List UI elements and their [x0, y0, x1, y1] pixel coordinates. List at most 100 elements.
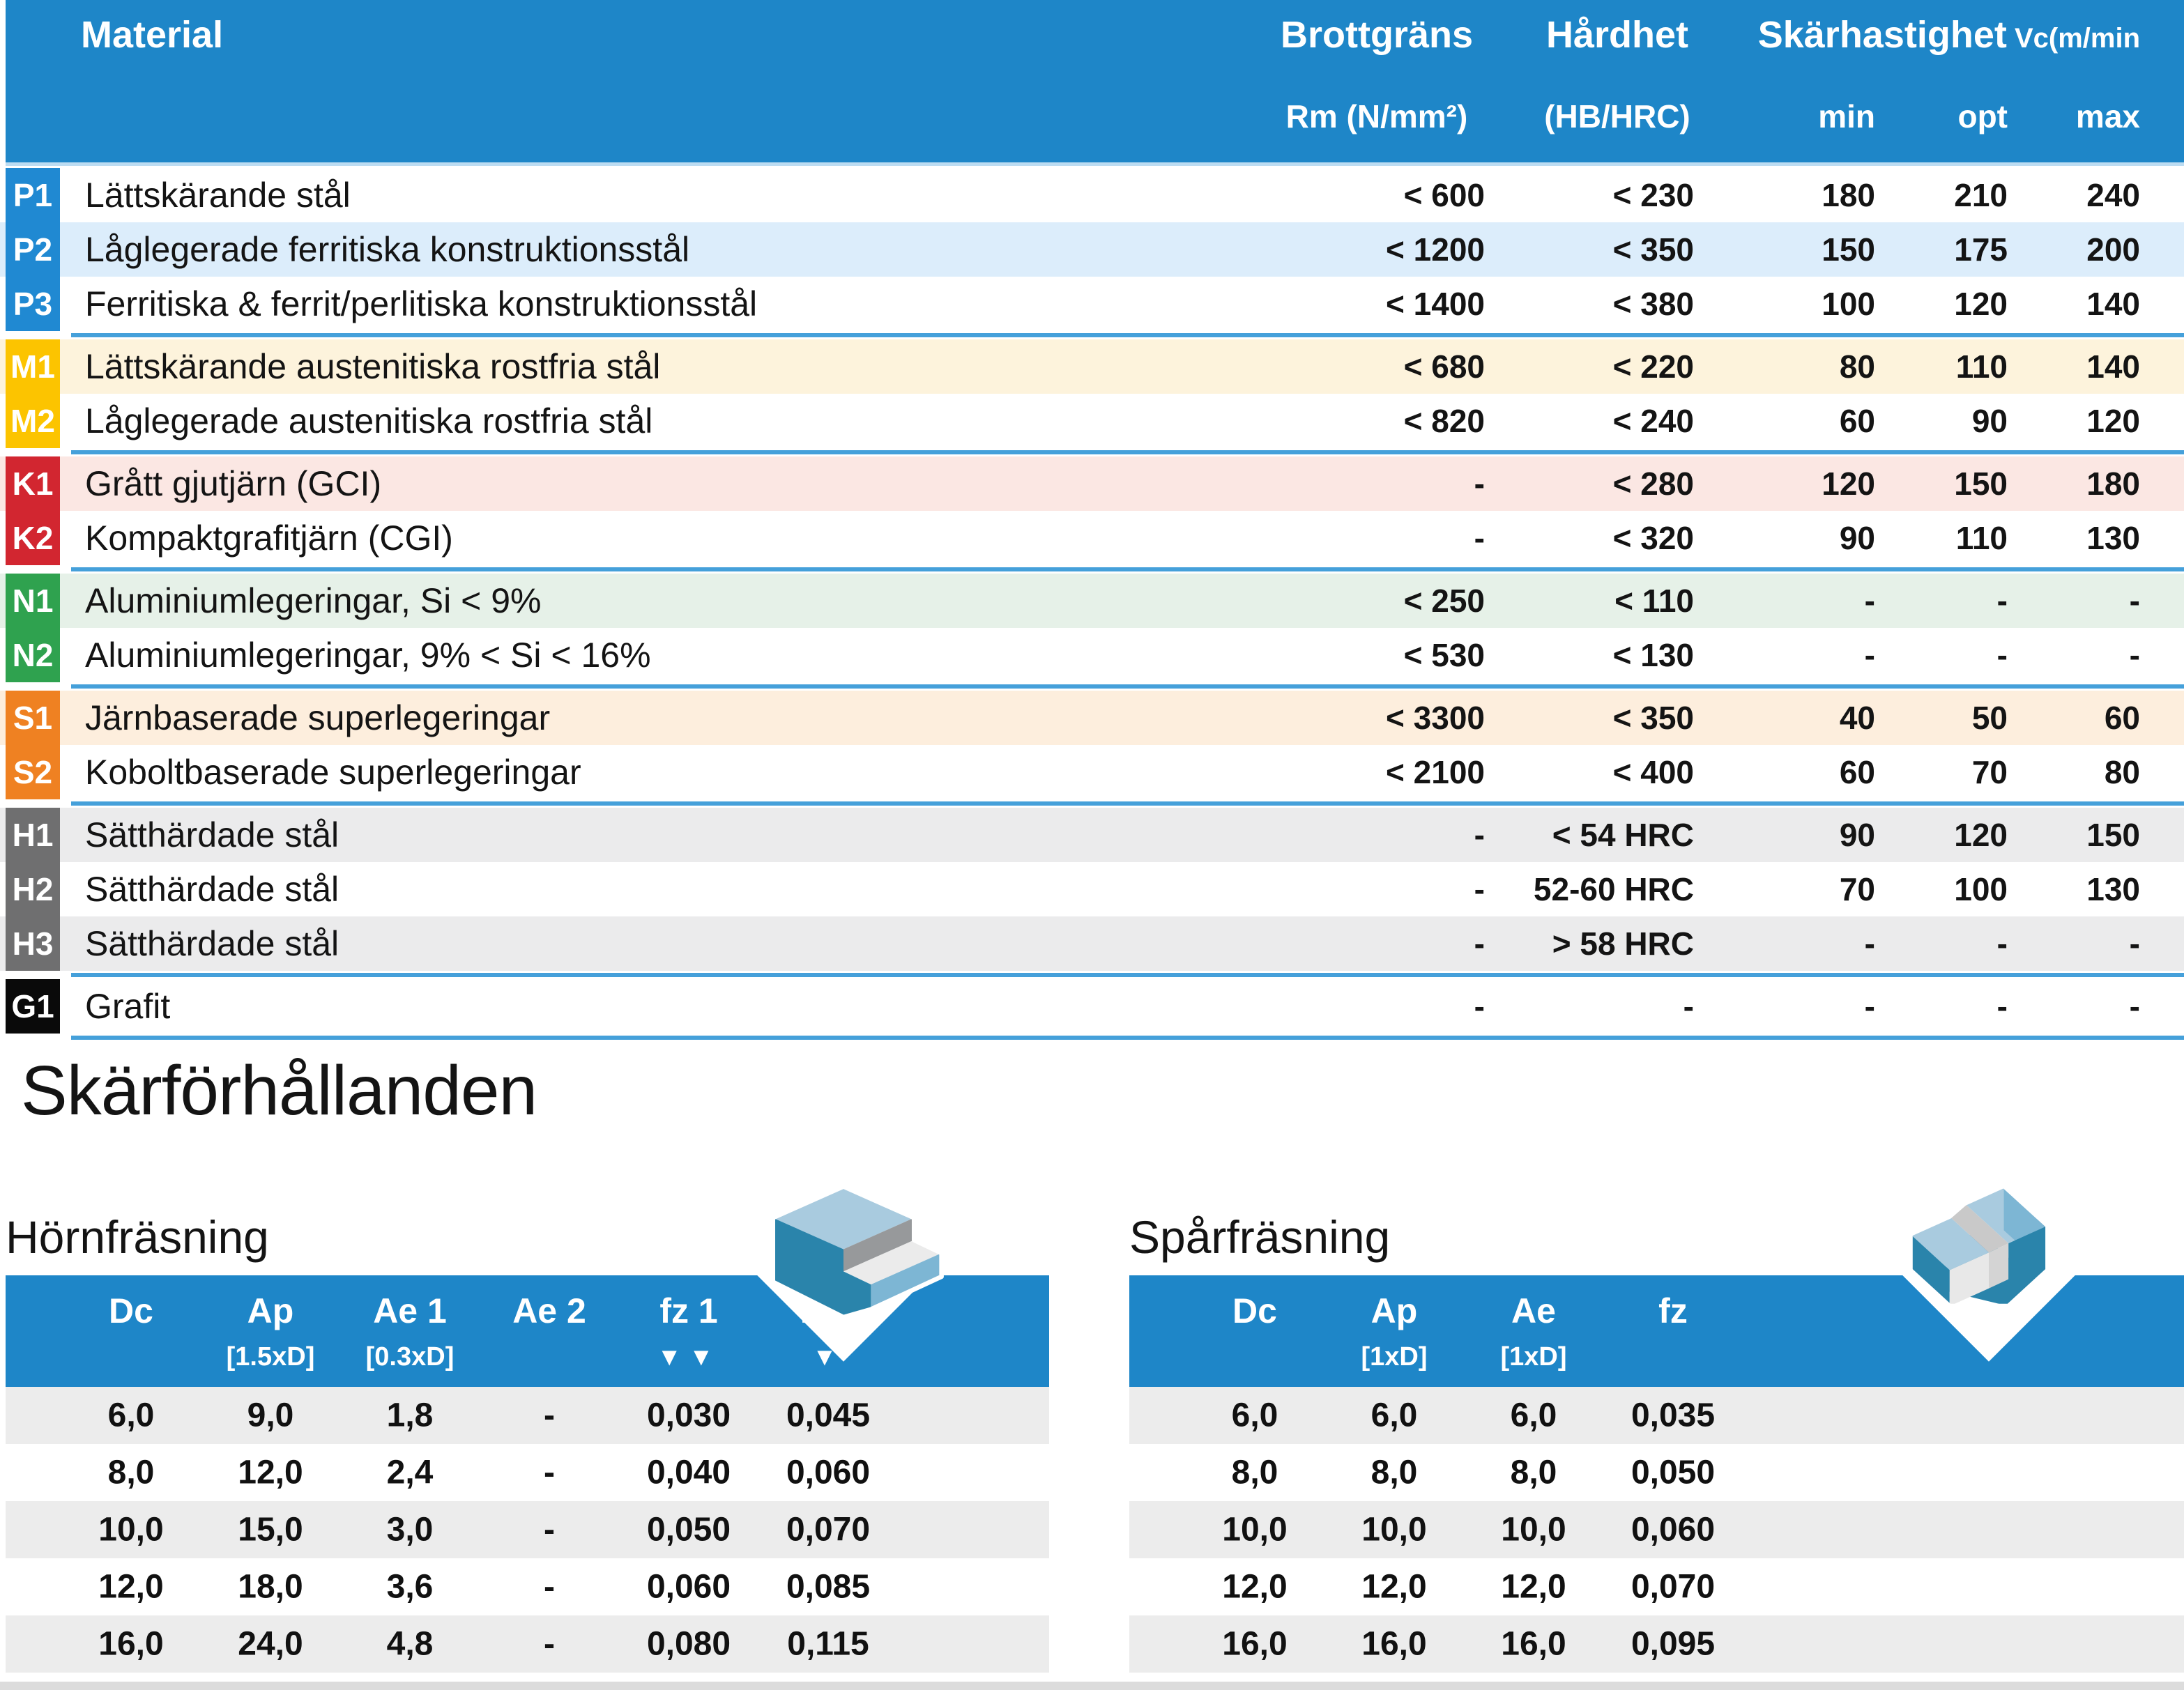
corner-milling-table: Hörnfräsning Dc Ap Ae 1 Ae 2 fz 1 fz 2 [… [6, 1172, 1049, 1673]
cell-vc-opt: - [1996, 988, 2008, 1024]
cell-ae2: - [544, 1568, 555, 1606]
material-name: Järnbaserade superlegeringar [85, 698, 551, 737]
material-table-row: M2 Låglegerade austenitiska rostfria stå… [0, 394, 2184, 454]
material-table-row: S1 Järnbaserade superlegeringar < 3300 <… [0, 691, 2184, 745]
cell-vc-opt: 175 [1954, 231, 2008, 268]
corner-milling-row: 10,0 15,0 3,0 - 0,050 0,070 [6, 1501, 1049, 1558]
column-header-hardhet: Hårdhet [1545, 14, 1689, 56]
column-header-brottgrans: Brottgräns [1280, 14, 1473, 56]
material-table-row: K1 Grått gjutjärn (GCI) - < 280 120 150 … [0, 456, 2184, 511]
material-table-row: G1 Grafit - - - - - [0, 979, 2184, 1040]
material-name: Sätthärdade stål [85, 815, 339, 854]
material-group-badge: M2 [0, 394, 70, 448]
cell-fz2: 0,085 [786, 1568, 871, 1606]
cell-ae: 10,0 [1501, 1511, 1566, 1549]
cell-dc: 8,0 [1231, 1454, 1278, 1491]
cell-vc-opt: 100 [1954, 871, 2008, 907]
column-header-material: Material [81, 14, 224, 56]
cell-vc-min: - [1864, 583, 1875, 619]
cell-brottgrans: < 3300 [1386, 700, 1485, 736]
cell-vc-max: - [2129, 988, 2140, 1024]
material-name: Kompaktgrafitjärn (CGI) [85, 518, 453, 558]
cell-hardhet: < 110 [1614, 583, 1694, 619]
material-name: Aluminiumlegeringar, 9% < Si < 16% [85, 636, 651, 675]
slot-milling-row: 10,0 10,0 10,0 0,060 [1129, 1501, 2184, 1558]
cell-vc-max: 60 [2104, 700, 2140, 736]
cell-vc-opt: - [1996, 925, 2008, 962]
cell-vc-opt: 110 [1955, 520, 2008, 556]
cell-fz2: 0,045 [786, 1397, 871, 1434]
material-group-badge: N2 [0, 628, 70, 682]
cell-ap: 24,0 [238, 1625, 303, 1663]
material-name: Koboltbaserade superlegeringar [85, 753, 581, 792]
cell-ap: 18,0 [238, 1568, 303, 1606]
cell-vc-max: 130 [2086, 871, 2140, 907]
material-name: Ferritiska & ferrit/perlitiska konstrukt… [85, 284, 758, 323]
cell-ap: 10,0 [1361, 1511, 1427, 1549]
cell-ae2: - [544, 1625, 555, 1663]
cell-ae1: 3,6 [386, 1568, 434, 1606]
cell-vc-opt: 120 [1954, 286, 2008, 322]
skarhastighet-label: Skärhastighet [1757, 14, 2007, 56]
subheader-hb-hrc: (HB/HRC) [1544, 98, 1690, 135]
cell-vc-min: 90 [1839, 817, 1875, 853]
cell-ap: 6,0 [1370, 1397, 1418, 1434]
cell-fz: 0,060 [1631, 1511, 1716, 1549]
slot-milling-body: 6,0 6,0 6,0 0,035 8,0 8,0 8,0 0,050 10,0… [1129, 1387, 2184, 1673]
cell-fz1: 0,080 [646, 1625, 731, 1663]
cell-ap: 12,0 [1361, 1568, 1427, 1606]
col-dc: Dc [109, 1291, 153, 1330]
slot-milling-table: Spårfräsning Dc Ap Ae fz [1xD] [1xD] [1129, 1172, 2184, 1673]
corner-milling-body: 6,0 9,0 1,8 - 0,030 0,045 8,0 12,0 2,4 -… [6, 1387, 1049, 1673]
material-table-row: M1 Lättskärande austenitiska rostfria st… [0, 339, 2184, 394]
subheader-min: min [1818, 98, 1875, 135]
cell-hardhet: - [1683, 988, 1694, 1024]
cell-fz1: 0,060 [646, 1568, 731, 1606]
cell-brottgrans: - [1474, 925, 1485, 962]
cell-ap: 9,0 [247, 1397, 294, 1434]
cell-vc-min: 60 [1839, 403, 1875, 439]
material-table-body: P1 Lättskärande stål < 600 < 230 180 210… [0, 168, 2184, 1040]
corner-milling-title: Hörnfräsning [6, 1211, 269, 1263]
corner-milling-header: Dc Ap Ae 1 Ae 2 fz 1 fz 2 [1.5xD] [0.3xD… [6, 1172, 1049, 1387]
cell-dc: 12,0 [1222, 1568, 1288, 1606]
col-dc: Dc [1232, 1291, 1277, 1330]
cell-brottgrans: < 530 [1403, 637, 1485, 673]
cell-fz1: 0,030 [646, 1397, 731, 1434]
fz1-triangles-icon: ▼▼ [657, 1342, 721, 1371]
cell-hardhet: > 58 HRC [1552, 925, 1694, 962]
cell-vc-opt: - [1996, 583, 2008, 619]
cell-fz2: 0,060 [786, 1454, 871, 1491]
cell-vc-opt: - [1996, 637, 2008, 673]
material-group-badge: M1 [0, 339, 70, 394]
bottom-edge-strip [0, 1682, 2184, 1690]
cell-dc: 6,0 [1231, 1397, 1278, 1434]
subheader-opt: opt [1957, 98, 2008, 135]
cell-vc-max: 140 [2086, 286, 2140, 322]
material-group-badge: N1 [0, 574, 70, 628]
cell-vc-max: 140 [2086, 348, 2140, 385]
cell-vc-opt: 50 [1971, 700, 2008, 736]
cell-hardhet: < 54 HRC [1552, 817, 1694, 853]
column-header-skarhastighet: Skärhastighet Vc(m/min [1694, 13, 2140, 56]
cell-fz: 0,050 [1631, 1454, 1716, 1491]
cell-vc-min: 120 [1822, 466, 1875, 502]
cell-vc-min: - [1864, 637, 1875, 673]
cell-ap: 16,0 [1361, 1625, 1427, 1663]
cell-ae1: 1,8 [386, 1397, 434, 1434]
slot-milling-row: 12,0 12,0 12,0 0,070 [1129, 1558, 2184, 1615]
material-table: Material Brottgräns Hårdhet Skärhastighe… [0, 0, 2184, 1040]
section-title: Skärförhållanden [21, 1052, 537, 1130]
cell-dc: 12,0 [98, 1568, 164, 1606]
cell-fz1: 0,050 [646, 1511, 731, 1549]
material-group-badge: S2 [0, 745, 70, 799]
material-table-row: N2 Aluminiumlegeringar, 9% < Si < 16% < … [0, 628, 2184, 689]
cell-hardhet: < 220 [1612, 348, 1694, 385]
cell-ap: 12,0 [238, 1454, 303, 1491]
subheader-rm: Rm (N/mm²) [1285, 98, 1468, 135]
cell-brottgrans: - [1474, 871, 1485, 907]
corner-milling-row: 6,0 9,0 1,8 - 0,030 0,045 [6, 1387, 1049, 1444]
material-table-row: P3 Ferritiska & ferrit/perlitiska konstr… [0, 277, 2184, 337]
material-table-row: H1 Sätthärdade stål - < 54 HRC 90 120 15… [0, 808, 2184, 862]
